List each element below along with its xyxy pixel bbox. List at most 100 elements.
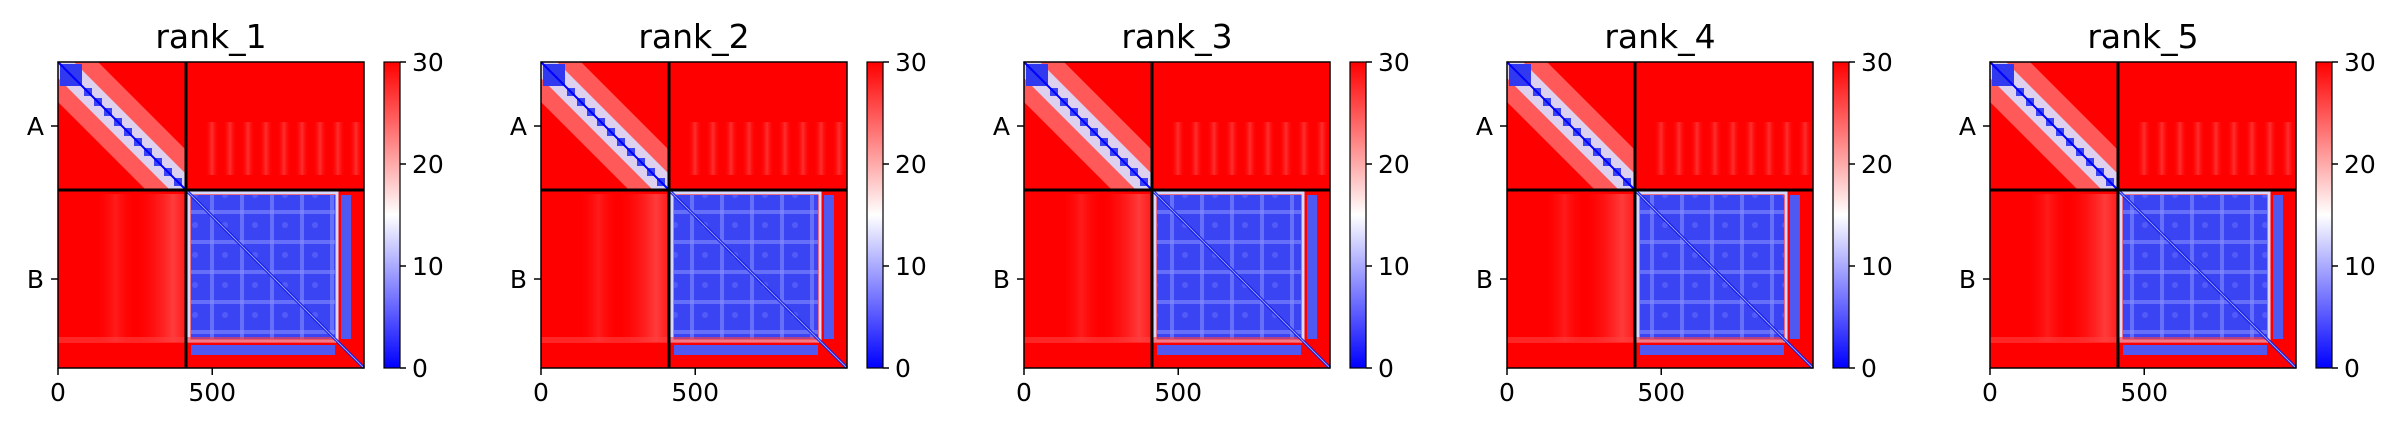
x-tick-label: 500 [671,378,719,407]
chain-b-tail-column [824,195,834,339]
chain-label: B [993,265,1010,294]
interchain-streak [779,122,791,175]
panel-title: rank_2 [638,17,749,56]
interchain-streak [1745,122,1757,175]
interchain-streak [1673,122,1685,175]
interchain-streak [296,122,308,175]
x-tick-label: 500 [2120,378,2168,407]
pae-panel: rank_1 0 500 A B 0 10 20 30 [27,17,444,407]
chain-b-tail-strip [58,337,335,343]
chain-b-tail-row [1640,345,1784,355]
interchain-streak [581,194,616,342]
colorbar [867,62,883,368]
colorbar-tick-label: 20 [1861,150,1893,179]
chain-label: A [1959,112,1976,141]
interchain-streak [1280,122,1292,175]
colorbar-tick-label: 20 [1378,150,1410,179]
chain-a-diagonal [57,61,187,191]
chain-b-tail-column [1307,195,1317,339]
chain-b-tail-strip [1024,337,1301,343]
axes-frame [540,61,848,369]
chain-a-diagonal [1023,61,1153,191]
colorbar-frame [2315,61,2333,369]
interchain-streak [2282,122,2294,175]
colorbar [1833,62,1849,368]
colorbar-tick-label: 30 [1861,48,1893,77]
interchain-streak [2210,122,2222,175]
interchain-streak [260,122,272,175]
colorbar-tick-label: 20 [412,150,444,179]
interchain-streak [707,122,719,175]
interchain-streak [2246,122,2258,175]
axes-frame [1506,61,1814,369]
chain-b-tail-strip [1507,337,1784,343]
interchain-streak [2192,122,2204,175]
interchain-streak [1727,122,1739,175]
chain-b-diagonal-highlight [668,189,848,369]
interchain-streak [1244,122,1256,175]
pae-panel: rank_3 0 500 A B 0 10 20 30 [993,17,1410,407]
colorbar-tick-label: 20 [895,150,927,179]
chain-label: A [993,112,1010,141]
chain-b-tail-row [191,345,335,355]
chain-a-diagonal [540,61,670,191]
x-tick-label: 0 [533,378,549,407]
interchain-streak [689,122,701,175]
chain-a-diagonal [1989,61,2119,191]
chain-b-tail-row [1157,345,1301,355]
interchain-streak [278,122,290,175]
x-tick-label: 0 [1016,378,1032,407]
colorbar-tick-label: 0 [895,354,911,383]
colorbar-frame [1832,61,1850,369]
interchain-streak [1655,122,1667,175]
x-tick-label: 0 [1982,378,1998,407]
panel-title: rank_3 [1121,17,1232,56]
panel-title: rank_1 [155,17,266,56]
chain-label: A [1476,112,1493,141]
chain-label: B [27,265,44,294]
interchain-streak [2264,122,2276,175]
chain-b-diagonal-highlight [2117,189,2297,369]
interchain-streak [1064,194,1099,342]
colorbar-tick-label: 10 [1378,252,1410,281]
interchain-streak [224,122,236,175]
chain-label: A [510,112,527,141]
chain-b-tail-column [341,195,351,339]
interchain-streak [1781,122,1793,175]
chain-label: B [1476,265,1493,294]
colorbar-tick-label: 30 [2344,48,2376,77]
chain-label: A [27,112,44,141]
interchain-streak [206,122,218,175]
interchain-streak [1172,122,1184,175]
panel-title: rank_4 [1604,17,1715,56]
interchain-streak [1262,122,1274,175]
colorbar-tick-label: 30 [895,48,927,77]
pae-panel: rank_4 0 500 A B 0 10 20 30 [1476,17,1893,407]
chain-b-tail-strip [541,337,818,343]
colorbar-tick-label: 10 [895,252,927,281]
interchain-streak [1190,122,1202,175]
pae-panel: rank_5 0 500 A B 0 10 20 30 [1959,17,2376,407]
interchain-streak [2030,194,2065,342]
panel-title: rank_5 [2087,17,2198,56]
interchain-streak [314,122,326,175]
chain-b-tail-row [2123,345,2267,355]
colorbar [2316,62,2332,368]
colorbar-tick-label: 10 [412,252,444,281]
chain-b-tail-column [1790,195,1800,339]
interchain-streak [2228,122,2240,175]
colorbar-tick-label: 0 [412,354,428,383]
pae-panel: rank_2 0 500 A B 0 10 20 30 [510,17,927,407]
interchain-streak [1799,122,1811,175]
x-tick-label: 0 [1499,378,1515,407]
interchain-streak [1547,194,1582,342]
colorbar-frame [866,61,884,369]
x-tick-label: 500 [1637,378,1685,407]
interchain-streak [2156,122,2168,175]
x-tick-label: 500 [1154,378,1202,407]
chain-label: B [510,265,527,294]
axes-frame [1023,61,1331,369]
interchain-streak [1226,122,1238,175]
interchain-streak [1298,122,1310,175]
